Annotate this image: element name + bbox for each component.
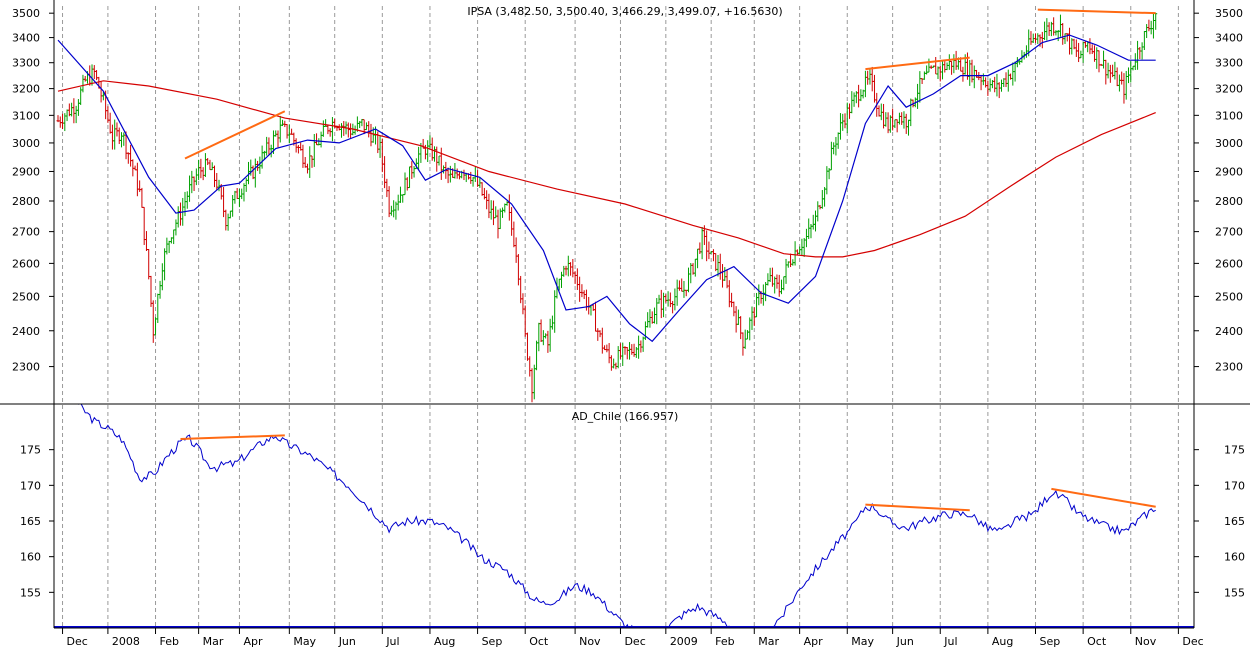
x-tick-label: Sep	[482, 635, 503, 648]
price-y-tick-label-right: 3500	[1215, 7, 1243, 20]
x-tick-label: Dec	[1182, 635, 1203, 648]
price-y-tick-label-left: 2700	[12, 226, 40, 239]
x-tick-label: Jun	[338, 635, 356, 648]
x-tick-label: May	[293, 635, 316, 648]
price-y-tick-label-left: 3500	[12, 7, 40, 20]
price-y-tick-label-right: 2400	[1215, 325, 1243, 338]
x-tick-label: Apr	[804, 635, 824, 648]
price-y-tick-label-right: 3100	[1215, 109, 1243, 122]
price-y-tick-label-right: 3300	[1215, 57, 1243, 70]
ad-trendline	[865, 503, 970, 512]
price-y-tick-label-left: 3300	[12, 57, 40, 70]
short-moving-average-line	[57, 34, 1156, 343]
ad-y-tick-label-left: 175	[20, 444, 41, 457]
price-y-tick-label-right: 2500	[1215, 290, 1243, 303]
x-tick-label: Sep	[1040, 635, 1061, 648]
ad-line	[77, 404, 1156, 628]
x-tick-label: Aug	[434, 635, 455, 648]
price-y-tick-label-left: 3400	[12, 32, 40, 45]
x-tick-label: Aug	[992, 635, 1013, 648]
price-panel: IPSA (3,482.50, 3,500.40, 3,466.29, 3,49…	[56, 5, 1158, 403]
ad-panel: AD_Chile (166.957)	[54, 404, 1194, 628]
ad-y-tick-label-left: 155	[20, 586, 41, 599]
x-tick-label: Dec	[624, 635, 645, 648]
ad-y-tick-label-left: 165	[20, 515, 41, 528]
ad-y-tick-label-right: 165	[1224, 515, 1245, 528]
price-y-tick-label-left: 2800	[12, 195, 40, 208]
ad-y-tick-label-left: 160	[20, 551, 41, 564]
x-tick-label: Mar	[203, 635, 224, 648]
ad-y-tick-label-right: 175	[1224, 444, 1245, 457]
ad-y-tick-label-right: 170	[1224, 479, 1245, 492]
price-y-tick-label-left: 2600	[12, 257, 40, 270]
price-y-tick-label-left: 2900	[12, 165, 40, 178]
price-y-tick-label-right: 3400	[1215, 32, 1243, 45]
price-trendline	[184, 110, 286, 160]
price-trendline	[865, 56, 970, 71]
x-tick-label: Oct	[529, 635, 549, 648]
ad-trendline	[1051, 487, 1156, 508]
price-trendline	[1037, 8, 1156, 15]
price-y-tick-label-right: 2700	[1215, 226, 1243, 239]
price-y-tick-label-left: 2400	[12, 325, 40, 338]
ad-y-tick-label-right: 160	[1224, 551, 1245, 564]
ad-y-tick-label-right: 155	[1224, 586, 1245, 599]
ad-line-group	[77, 404, 1156, 628]
price-y-tick-label-left: 3000	[12, 137, 40, 150]
price-y-tick-label-right: 2900	[1215, 165, 1243, 178]
price-y-tick-label-right: 2800	[1215, 195, 1243, 208]
x-tick-label: May	[851, 635, 874, 648]
x-tick-label: 2008	[112, 635, 140, 648]
x-tick-label: Jun	[896, 635, 914, 648]
x-tick-label: Feb	[715, 635, 734, 648]
x-tick-label: Oct	[1087, 635, 1107, 648]
x-tick-label: 2009	[670, 635, 698, 648]
ad-y-tick-label-left: 170	[20, 479, 41, 492]
long-moving-average-line	[57, 80, 1156, 258]
x-tick-label: Mar	[758, 635, 779, 648]
x-tick-label: Apr	[243, 635, 263, 648]
x-tick-label: Dec	[67, 635, 88, 648]
x-tick-label: Nov	[1135, 635, 1157, 648]
price-y-tick-label-left: 2300	[12, 361, 40, 374]
moving-averages	[57, 34, 1156, 343]
x-tick-label: Jul	[385, 635, 399, 648]
x-tick-label: Nov	[579, 635, 601, 648]
ad-trendline	[180, 434, 285, 440]
price-y-tick-label-right: 3200	[1215, 83, 1243, 96]
price-y-tick-label-left: 3200	[12, 83, 40, 96]
price-panel-title: IPSA (3,482.50, 3,500.40, 3,466.29, 3,49…	[467, 5, 782, 18]
x-tick-label: Feb	[160, 635, 179, 648]
price-y-tick-label-right: 3000	[1215, 137, 1243, 150]
price-y-tick-label-left: 2500	[12, 290, 40, 303]
x-tick-label: Jul	[943, 635, 957, 648]
ad-panel-title: AD_Chile (166.957)	[572, 410, 679, 423]
price-y-tick-label-right: 2300	[1215, 361, 1243, 374]
price-y-tick-label-right: 2600	[1215, 257, 1243, 270]
price-y-tick-label-left: 3100	[12, 109, 40, 122]
